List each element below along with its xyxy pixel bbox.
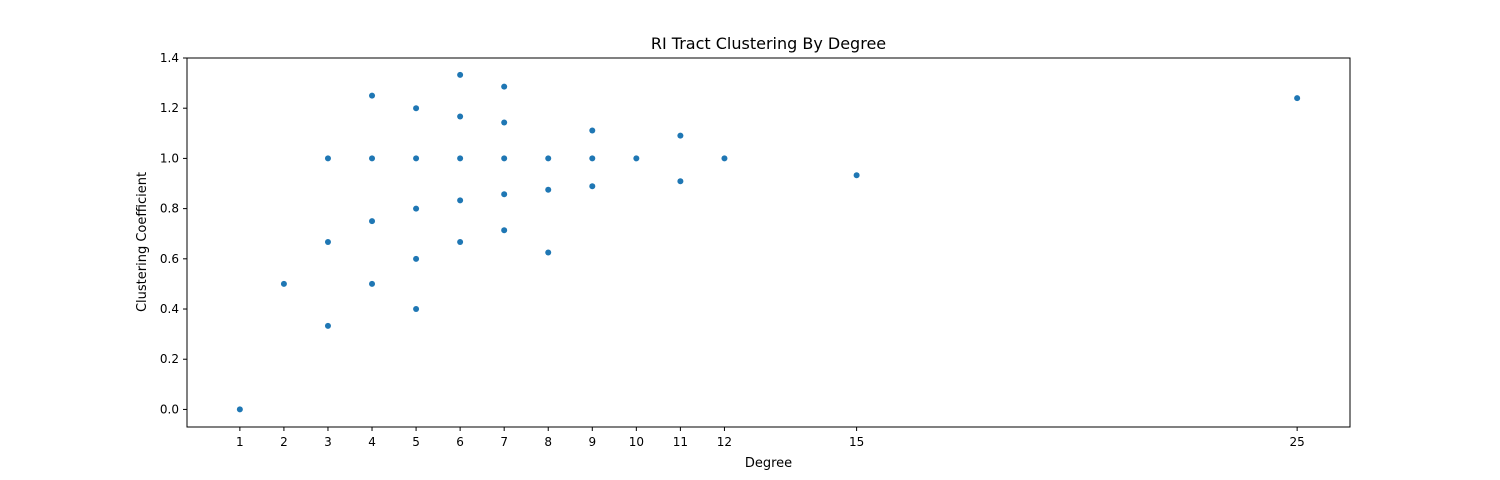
- x-tick-label-3: 4: [368, 435, 376, 449]
- x-axis-ticks: 1 2 3 4 5 6 7 8 9 10 11 12 15 25: [236, 427, 1305, 449]
- data-point-8: [369, 92, 376, 99]
- data-point-29: [589, 127, 596, 134]
- x-tick-label-8: 9: [588, 435, 596, 449]
- data-point-26: [545, 155, 552, 162]
- data-point-0: [236, 406, 243, 413]
- data-point-10: [413, 255, 420, 262]
- y-axis-ticks: 0.0 0.2 0.4 0.6 0.8 1.0 1.2 1.4: [160, 51, 187, 416]
- chart-title: RI Tract Clustering By Degree: [651, 34, 886, 53]
- data-point-32: [677, 132, 684, 139]
- data-point-4: [324, 155, 331, 162]
- data-point-25: [545, 186, 552, 193]
- y-tick-label-0: 0.0: [160, 402, 179, 416]
- y-tick-label-6: 1.2: [160, 101, 179, 115]
- x-tick-label-0: 1: [236, 435, 244, 449]
- data-point-16: [457, 155, 464, 162]
- data-point-20: [501, 191, 508, 198]
- data-point-17: [457, 113, 464, 120]
- data-point-31: [677, 178, 684, 185]
- data-point-24: [545, 249, 552, 256]
- y-axis-label: Clustering Coefficient: [135, 172, 150, 312]
- x-tick-label-6: 7: [500, 435, 508, 449]
- x-tick-label-2: 3: [324, 435, 332, 449]
- data-point-7: [369, 155, 376, 162]
- x-tick-label-9: 10: [629, 435, 644, 449]
- data-point-22: [501, 119, 508, 126]
- data-point-11: [413, 205, 420, 212]
- x-tick-label-5: 6: [456, 435, 464, 449]
- data-point-5: [369, 280, 376, 287]
- data-point-6: [369, 218, 376, 225]
- y-tick-label-2: 0.4: [160, 302, 179, 316]
- y-tick-label-5: 1.0: [160, 151, 179, 165]
- data-point-18: [457, 71, 464, 78]
- data-point-27: [589, 183, 596, 190]
- data-point-23: [501, 83, 508, 90]
- x-tick-label-7: 8: [544, 435, 552, 449]
- data-point-1: [280, 280, 287, 287]
- data-point-3: [324, 239, 331, 245]
- data-point-30: [633, 155, 640, 162]
- data-point-35: [1294, 95, 1301, 102]
- y-tick-label-3: 0.6: [160, 252, 179, 266]
- data-point-15: [457, 197, 464, 204]
- x-tick-label-11: 12: [717, 435, 732, 449]
- data-point-28: [589, 155, 596, 162]
- y-tick-label-4: 0.8: [160, 202, 179, 216]
- data-points: [236, 71, 1301, 413]
- data-point-2: [324, 322, 331, 329]
- data-point-34: [853, 172, 860, 179]
- data-point-33: [721, 155, 728, 162]
- x-tick-label-10: 11: [673, 435, 688, 449]
- data-point-13: [413, 105, 420, 112]
- y-tick-label-1: 0.2: [160, 352, 179, 366]
- y-tick-label-7: 1.4: [160, 51, 179, 65]
- plot-area-frame: [186, 57, 1351, 428]
- data-point-9: [413, 306, 420, 313]
- x-tick-label-13: 25: [1289, 435, 1304, 449]
- x-axis-label: Degree: [745, 456, 792, 471]
- data-point-14: [457, 239, 464, 245]
- data-point-19: [501, 227, 508, 234]
- x-tick-label-12: 15: [849, 435, 864, 449]
- x-tick-label-4: 5: [412, 435, 420, 449]
- x-tick-label-1: 2: [280, 435, 288, 449]
- data-point-12: [413, 155, 420, 162]
- data-point-21: [501, 155, 508, 162]
